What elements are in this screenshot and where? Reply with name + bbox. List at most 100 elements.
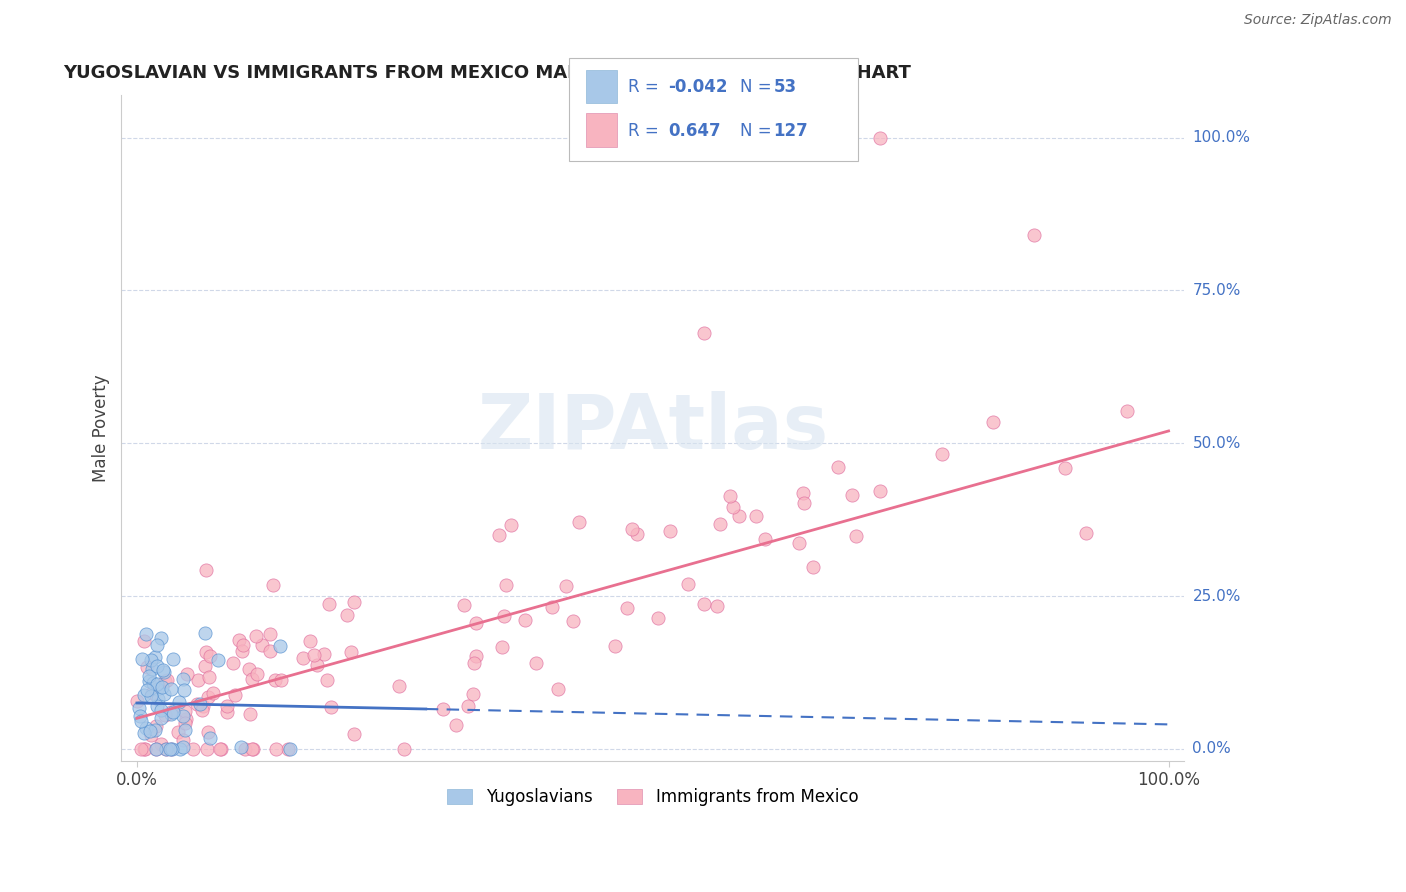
Immigrants from Mexico [238,662,260,676]
Immigrants from Mexico [195,742,218,756]
Immigrants from Mexico [342,595,364,609]
Immigrants from Mexico [562,614,585,628]
Yugoslavians [207,653,229,667]
Immigrants from Mexico [176,666,198,681]
Text: YUGOSLAVIAN VS IMMIGRANTS FROM MEXICO MALE POVERTY CORRELATION CHART: YUGOSLAVIAN VS IMMIGRANTS FROM MEXICO MA… [63,64,911,82]
Text: Source: ZipAtlas.com: Source: ZipAtlas.com [1244,13,1392,28]
Immigrants from Mexico [228,632,250,647]
Yugoslavians [160,682,183,697]
Yugoslavians [131,652,153,666]
Yugoslavians [269,640,291,654]
Text: 75.0%: 75.0% [1192,283,1240,298]
Immigrants from Mexico [209,742,232,756]
Text: 0.0%: 0.0% [1192,741,1232,756]
Immigrants from Mexico [616,601,638,615]
Immigrants from Mexico [787,536,810,550]
Immigrants from Mexico [224,688,246,702]
Immigrants from Mexico [160,705,183,719]
Immigrants from Mexico [315,673,337,687]
Immigrants from Mexico [841,488,863,502]
Immigrants from Mexico [307,658,329,673]
Immigrants from Mexico [392,742,415,756]
Immigrants from Mexico [263,673,285,687]
Yugoslavians [143,650,166,665]
Immigrants from Mexico [197,725,219,739]
Immigrants from Mexico [195,645,218,659]
Immigrants from Mexico [145,719,167,733]
Immigrants from Mexico [201,686,224,700]
Immigrants from Mexico [515,614,537,628]
Immigrants from Mexico [728,508,751,523]
Immigrants from Mexico [183,742,205,756]
Yugoslavians [139,652,162,666]
Immigrants from Mexico [793,496,815,510]
Immigrants from Mexico [173,715,195,730]
Immigrants from Mexico [194,658,217,673]
Immigrants from Mexico [231,644,253,658]
Immigrants from Mexico [191,703,214,717]
Yugoslavians [139,689,162,703]
Immigrants from Mexico [232,638,254,652]
Yugoslavians [149,631,172,645]
Immigrants from Mexico [135,660,157,674]
Immigrants from Mexico [127,694,149,708]
Yugoslavians [135,627,157,641]
Immigrants from Mexico [193,699,215,714]
Text: 53: 53 [773,78,796,96]
Immigrants from Mexico [803,560,825,574]
Yugoslavians [160,706,183,721]
Immigrants from Mexico [931,447,953,461]
Immigrants from Mexico [1024,228,1046,243]
Yugoslavians [173,683,195,698]
Yugoslavians [172,739,194,754]
Yugoslavians [143,723,166,737]
Immigrants from Mexico [676,576,699,591]
Immigrants from Mexico [134,633,156,648]
Yugoslavians [229,740,252,755]
Immigrants from Mexico [499,517,522,532]
Immigrants from Mexico [312,648,335,662]
Immigrants from Mexico [626,527,648,541]
Yugoslavians [153,665,176,680]
Yugoslavians [135,721,157,735]
Immigrants from Mexico [461,687,484,701]
Immigrants from Mexico [792,486,814,500]
Yugoslavians [198,731,221,745]
Immigrants from Mexico [754,532,776,546]
Immigrants from Mexico [491,640,513,654]
Immigrants from Mexico [827,459,849,474]
Immigrants from Mexico [145,742,167,756]
Immigrants from Mexico [167,724,190,739]
Yugoslavians [134,726,156,740]
Immigrants from Mexico [869,130,891,145]
Immigrants from Mexico [264,742,287,756]
Immigrants from Mexico [693,597,716,611]
Yugoslavians [194,626,217,640]
Yugoslavians [141,662,163,676]
Yugoslavians [146,682,169,697]
Y-axis label: Male Poverty: Male Poverty [93,374,110,482]
Immigrants from Mexico [155,742,177,756]
Immigrants from Mexico [259,644,281,658]
Immigrants from Mexico [342,727,364,741]
Yugoslavians [150,680,173,694]
Yugoslavians [149,711,172,725]
Immigrants from Mexico [240,672,263,686]
Immigrants from Mexico [217,705,239,719]
Immigrants from Mexico [262,578,284,592]
Legend: Yugoslavians, Immigrants from Mexico: Yugoslavians, Immigrants from Mexico [440,781,865,813]
Immigrants from Mexico [155,673,177,688]
Immigrants from Mexico [209,742,232,756]
Immigrants from Mexico [176,712,198,726]
Yugoslavians [131,714,153,728]
Immigrants from Mexico [291,651,314,665]
Immigrants from Mexico [186,697,208,711]
Immigrants from Mexico [547,682,569,697]
Text: ZIPAtlas: ZIPAtlas [477,391,828,465]
Immigrants from Mexico [172,733,194,747]
Immigrants from Mexico [277,742,299,756]
Yugoslavians [162,706,184,720]
Immigrants from Mexico [603,639,626,653]
Immigrants from Mexico [721,500,744,515]
Yugoslavians [128,700,150,714]
